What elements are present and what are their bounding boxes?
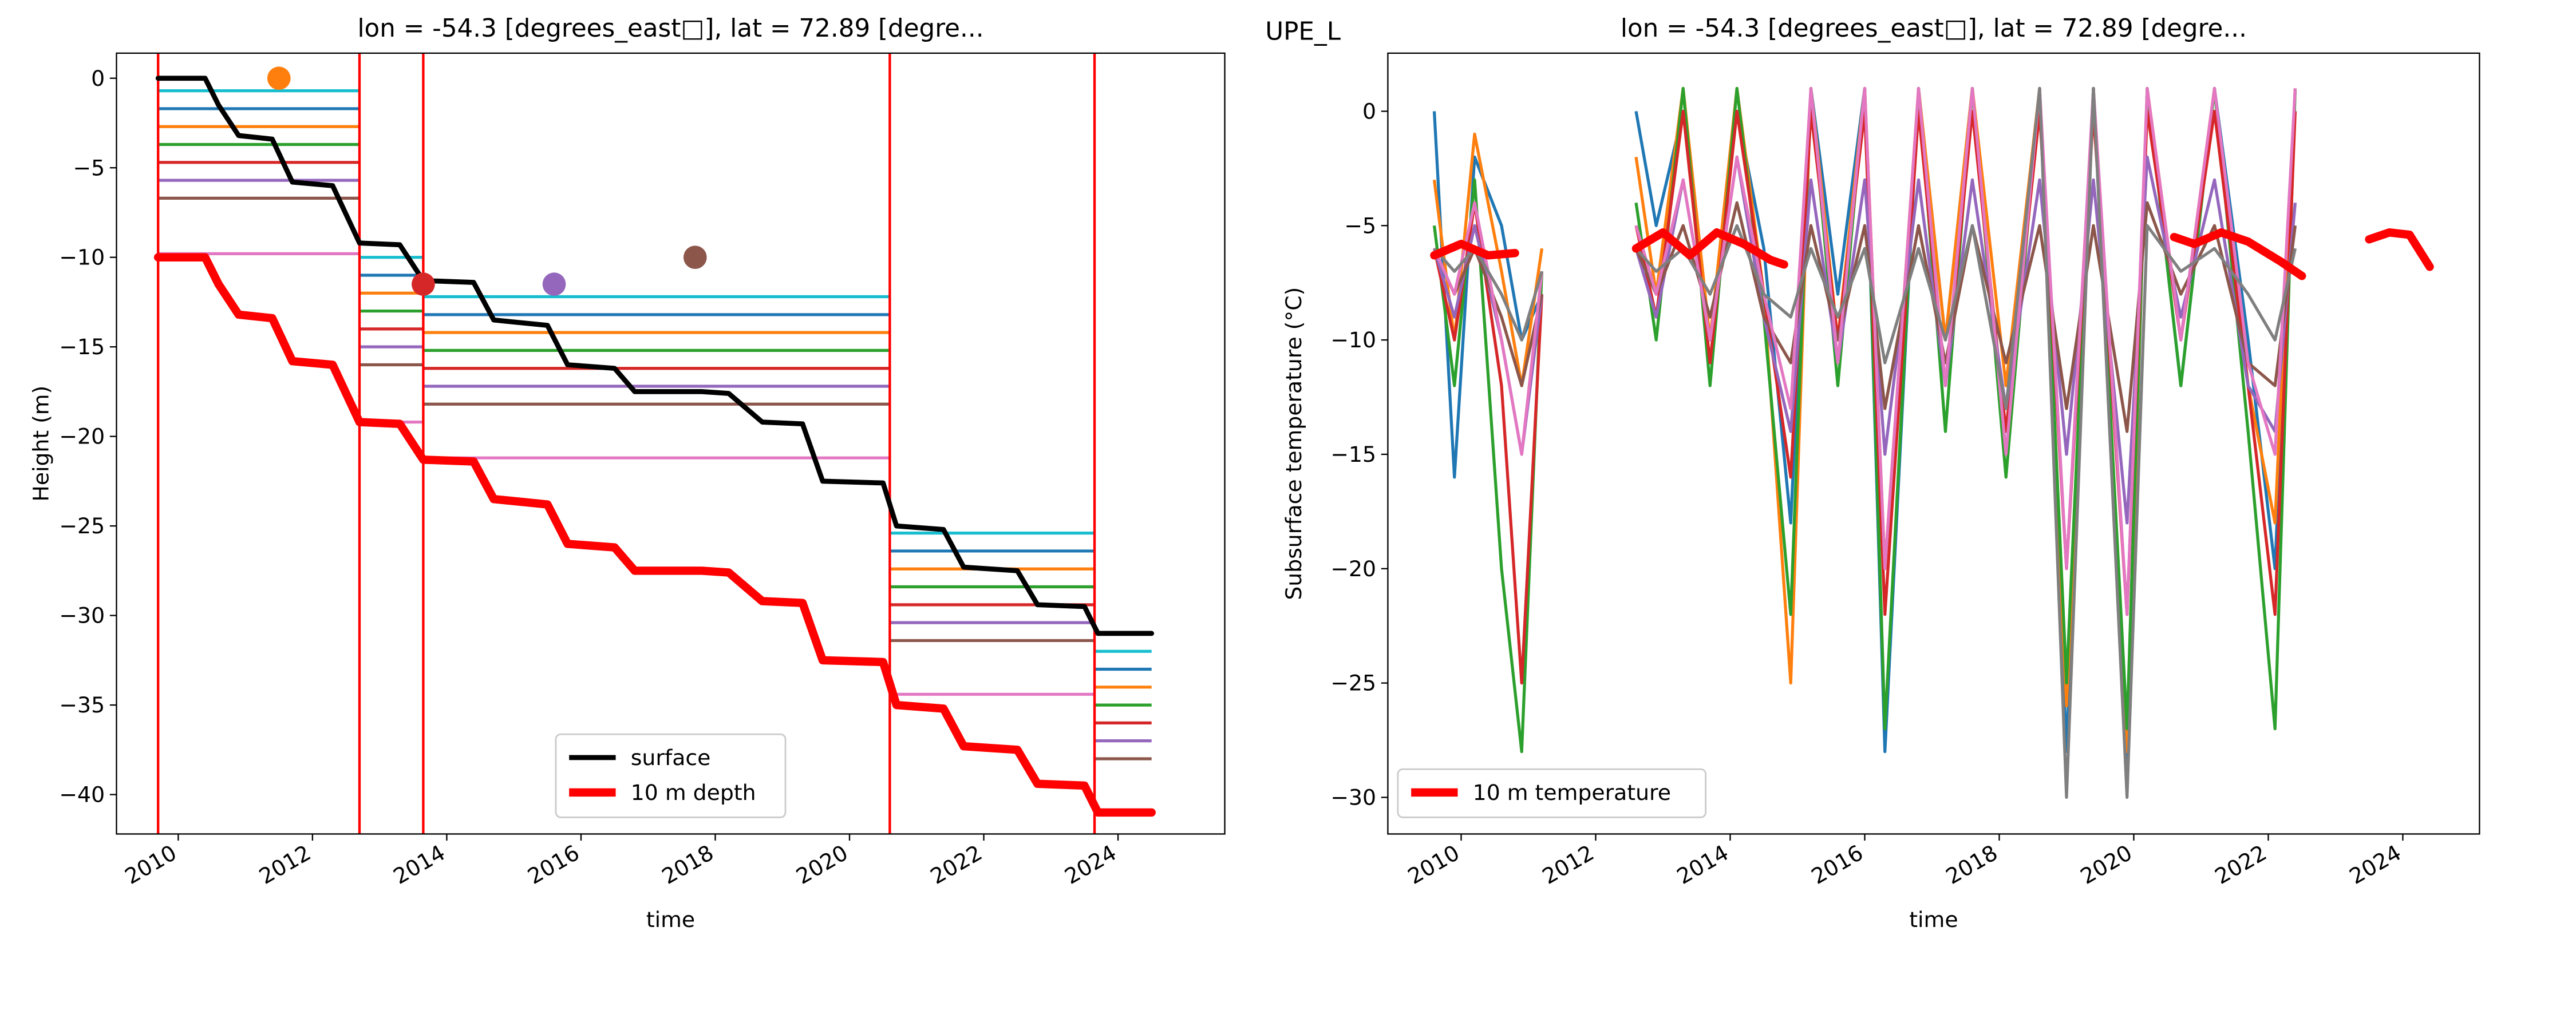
x-axis-label: time: [646, 907, 695, 932]
sensor-line: [158, 179, 1152, 743]
sensor-line: [158, 142, 1152, 707]
y-tick-label: −25: [1330, 671, 1376, 696]
y-tick-label: 0: [91, 66, 105, 91]
plot-area: [153, 53, 1156, 834]
marker: [412, 272, 435, 296]
y-tick-label: −15: [59, 334, 105, 359]
y-tick-label: −25: [59, 513, 105, 538]
axes-frame: [1387, 52, 2480, 835]
sensor-line: [158, 125, 1152, 689]
y-tick-label: −15: [1330, 442, 1376, 467]
series-line: [1430, 228, 2434, 280]
x-axis-label: time: [1909, 907, 1958, 932]
sensor-line: [158, 196, 1152, 760]
y-axis-label: Height (m): [28, 386, 53, 502]
y-axis-label: Subsurface temperature (°C): [1281, 287, 1306, 600]
y-tick-label: −20: [59, 424, 105, 449]
sensor-line: [158, 89, 1152, 653]
chart-title: lon = -54.3 [degrees_east□], lat = 72.89…: [1621, 14, 2247, 43]
y-tick-label: −20: [1330, 556, 1376, 581]
y-tick-label: −10: [59, 245, 105, 270]
legend-box: [1397, 768, 1707, 818]
site-label: UPE_L: [1265, 18, 1341, 46]
y-tick-label: −35: [59, 692, 105, 718]
legend-label: 10 m temperature: [1473, 780, 1671, 805]
legend-label: surface: [631, 745, 711, 770]
sensor-line: [1433, 86, 2297, 799]
sensor-line: [158, 107, 1152, 671]
series-line: [155, 76, 1155, 636]
y-tick-label: −5: [1344, 213, 1376, 238]
chart-title: lon = -54.3 [degrees_east□], lat = 72.89…: [357, 14, 983, 43]
sensor-line: [1432, 86, 2297, 754]
plot-area: [1430, 86, 2434, 799]
marker: [683, 245, 707, 270]
y-tick-label: −5: [73, 155, 105, 180]
marker: [267, 66, 291, 90]
marker: [542, 272, 566, 296]
y-tick-label: −40: [59, 782, 105, 807]
y-tick-label: 0: [1362, 99, 1376, 124]
y-tick-label: −30: [1330, 785, 1376, 810]
sensor-line: [158, 161, 1152, 725]
y-tick-label: −30: [59, 603, 105, 628]
series-line: [153, 253, 1156, 817]
legend-label: 10 m depth: [631, 780, 756, 805]
axes-frame: [116, 52, 1226, 835]
y-tick-label: −10: [1330, 327, 1376, 352]
